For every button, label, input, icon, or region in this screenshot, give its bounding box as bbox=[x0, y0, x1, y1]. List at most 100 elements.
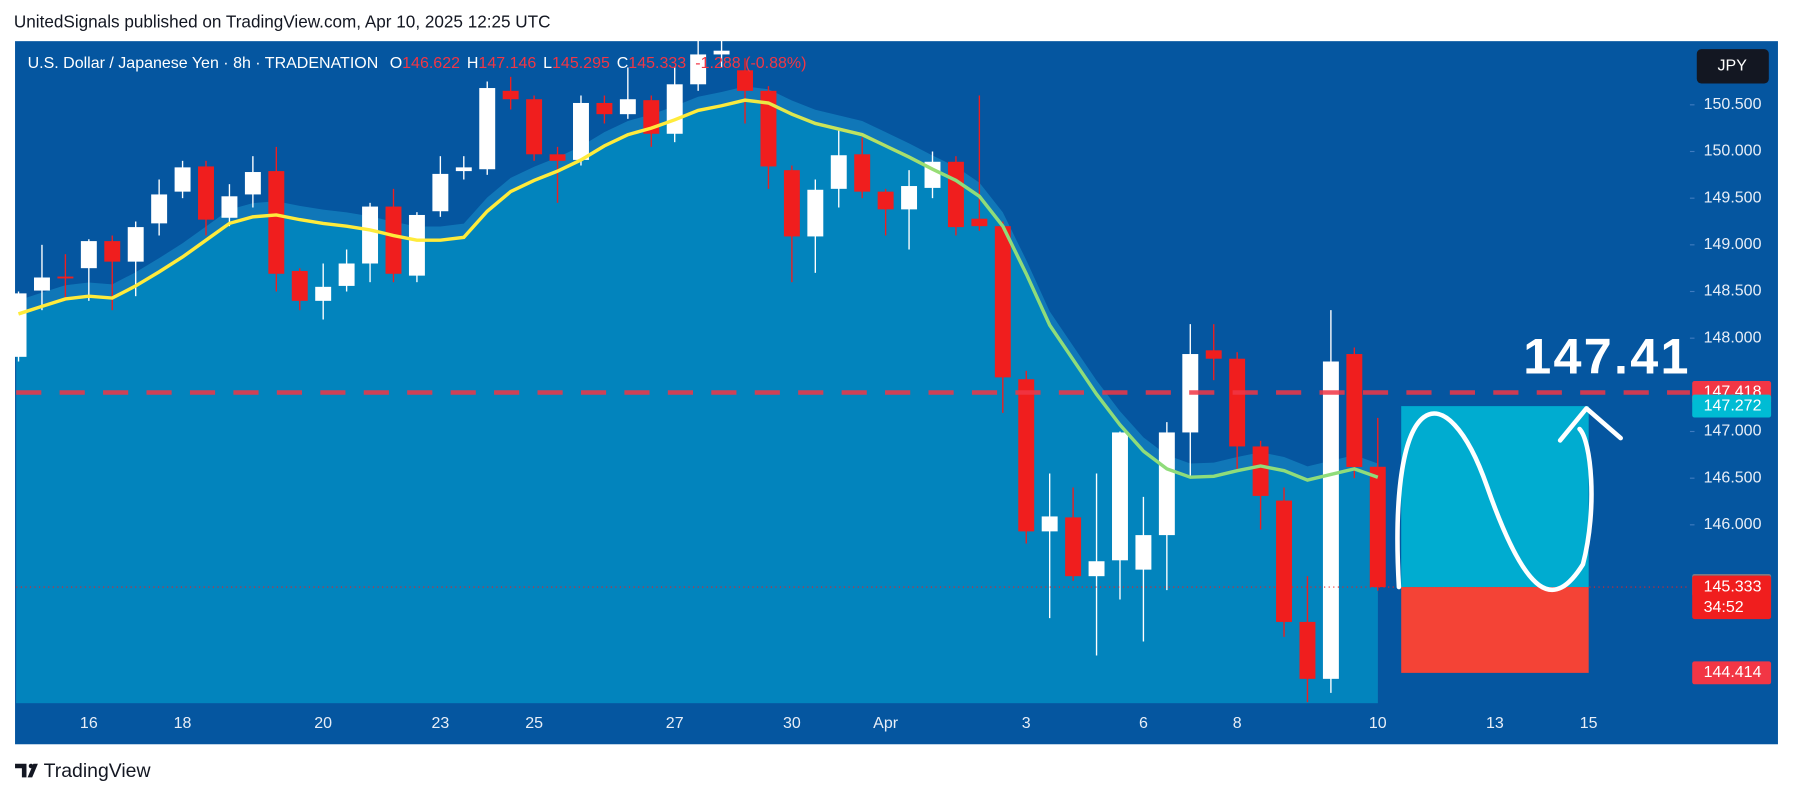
candle-body bbox=[526, 99, 543, 155]
y-tick-label: 146.500 bbox=[1704, 469, 1762, 486]
publish-header: UnitedSignals published on TradingView.c… bbox=[14, 11, 551, 31]
y-tick-label: 146.000 bbox=[1704, 516, 1762, 533]
candle-body bbox=[1088, 561, 1105, 577]
candle-body bbox=[385, 206, 402, 274]
candle-body bbox=[854, 154, 871, 192]
price-label: 147.272 bbox=[1704, 397, 1762, 414]
candle-body bbox=[268, 171, 285, 274]
candle-body bbox=[830, 155, 847, 189]
change: -1.288 (-0.88%) bbox=[695, 55, 806, 72]
candle-body bbox=[291, 270, 308, 301]
y-tick-label: 148.000 bbox=[1704, 329, 1762, 346]
candle-body bbox=[10, 293, 27, 357]
profit-zone bbox=[1401, 406, 1589, 588]
x-tick-label: 10 bbox=[1369, 715, 1387, 732]
price-label: 145.333 bbox=[1704, 578, 1762, 595]
candle-body bbox=[1299, 621, 1316, 679]
candle-body bbox=[362, 206, 379, 264]
logo-dot bbox=[28, 763, 34, 769]
loss-zone bbox=[1401, 587, 1589, 673]
candle-body bbox=[80, 241, 97, 269]
candle-body bbox=[1135, 535, 1152, 570]
x-tick-label: 20 bbox=[314, 715, 332, 732]
price-label-box bbox=[1692, 575, 1772, 620]
y-tick-label: 147.000 bbox=[1704, 423, 1762, 440]
candle-body bbox=[221, 196, 238, 218]
candle-body bbox=[713, 50, 730, 55]
candle-body bbox=[1369, 466, 1386, 588]
candle-body bbox=[971, 218, 988, 227]
candle-body bbox=[1252, 446, 1269, 496]
x-tick-label: 30 bbox=[783, 715, 801, 732]
candle-body bbox=[1158, 432, 1175, 536]
candle-body bbox=[947, 161, 964, 228]
y-tick-label: 149.000 bbox=[1704, 236, 1762, 253]
ma-area bbox=[16, 100, 1378, 704]
candle-body bbox=[783, 170, 800, 237]
candle-body bbox=[455, 167, 472, 172]
overlay: 147.41147.418147.272145.351145.33334:521… bbox=[16, 328, 1772, 685]
x-tick-label: 25 bbox=[525, 715, 543, 732]
candle-body bbox=[1065, 517, 1082, 577]
y-tick-label: 150.000 bbox=[1704, 143, 1762, 160]
price-label-box bbox=[1692, 394, 1772, 418]
x-tick-label: 6 bbox=[1139, 715, 1148, 732]
candle-body bbox=[1018, 379, 1035, 532]
candle-body bbox=[690, 54, 707, 85]
candle-body bbox=[807, 189, 824, 237]
candle-body bbox=[432, 173, 449, 212]
price-label: 144.414 bbox=[1704, 664, 1762, 681]
x-tick-label: 23 bbox=[431, 715, 449, 732]
candle-body bbox=[877, 191, 894, 210]
legend: U.S. Dollar / Japanese Yen · 8h · TRADEN… bbox=[28, 55, 807, 72]
ohlc-key: H bbox=[467, 55, 479, 72]
candle-body bbox=[408, 214, 425, 276]
candle-body bbox=[549, 154, 566, 161]
candle-body bbox=[573, 102, 589, 160]
ohlc-key: O bbox=[390, 55, 402, 72]
tradingview-logo: TradingView bbox=[15, 760, 151, 782]
countdown: 34:52 bbox=[1704, 599, 1744, 616]
candle-body bbox=[244, 172, 261, 195]
candle-body bbox=[174, 167, 191, 192]
candle-body bbox=[1041, 516, 1058, 532]
currency-button[interactable] bbox=[1696, 49, 1769, 84]
ohlc-value: 147.146 bbox=[478, 55, 536, 72]
annotation: 147.41 bbox=[1523, 328, 1691, 385]
plot-area: 16 18 20 23 25 27 30 Apr 3 6 8 10 13 15 150.500 150.000… bbox=[10, 39, 1762, 732]
candle-body bbox=[760, 90, 777, 167]
x-tick-label: 13 bbox=[1486, 715, 1504, 732]
y-tick-label: 149.500 bbox=[1704, 189, 1762, 206]
x-tick-label: 8 bbox=[1233, 715, 1242, 732]
candle-body bbox=[33, 277, 50, 291]
candle-body bbox=[596, 102, 613, 115]
x-tick-label: 3 bbox=[1022, 715, 1031, 732]
ma-line bbox=[17, 98, 1379, 482]
candle-body bbox=[1229, 358, 1246, 447]
ohlc-value: 145.295 bbox=[552, 55, 610, 72]
logo-text: TradingView bbox=[44, 760, 152, 782]
candle-body bbox=[479, 88, 496, 170]
candle-body bbox=[994, 226, 1011, 378]
candle-body bbox=[338, 263, 355, 286]
candle-body bbox=[666, 84, 683, 134]
x-tick-label: 16 bbox=[80, 715, 98, 732]
candle-body bbox=[1205, 350, 1222, 359]
candle-body bbox=[127, 227, 144, 262]
drawn-arrow bbox=[1557, 406, 1623, 443]
candle-body bbox=[737, 70, 753, 91]
symbol-name: U.S. Dollar / Japanese Yen · 8h · TRADEN… bbox=[28, 55, 379, 72]
x-tick-label: 27 bbox=[666, 715, 684, 732]
candle-body bbox=[104, 241, 121, 262]
x-tick-label: 15 bbox=[1580, 715, 1598, 732]
x-tick-label: Apr bbox=[873, 715, 899, 732]
y-tick-label: 150.500 bbox=[1704, 96, 1762, 113]
candle-body bbox=[1322, 361, 1339, 679]
candle-body bbox=[619, 99, 636, 115]
candle-body bbox=[1276, 500, 1292, 622]
logo-icon bbox=[15, 763, 38, 778]
candle-body bbox=[151, 194, 168, 224]
currency-label[interactable]: JPY bbox=[1718, 58, 1748, 75]
ohlc-value: 146.622 bbox=[402, 55, 460, 72]
